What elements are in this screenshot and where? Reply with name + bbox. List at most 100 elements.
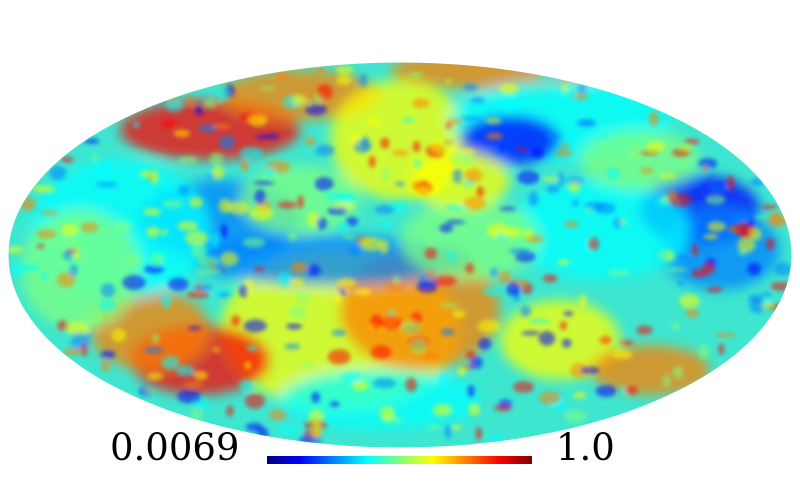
map-speckle xyxy=(218,135,236,150)
map-speckle xyxy=(731,225,753,232)
map-speckle xyxy=(337,278,357,290)
map-speckle xyxy=(774,262,792,276)
map-speckle xyxy=(668,189,676,201)
map-speckle xyxy=(60,223,79,236)
map-region xyxy=(400,200,540,280)
map-speckle xyxy=(315,67,325,75)
map-speckle xyxy=(738,249,747,256)
map-speckle xyxy=(422,237,441,243)
map-speckle xyxy=(269,409,287,421)
map-speckle xyxy=(594,202,616,215)
map-region xyxy=(280,370,480,430)
small-scale-structure xyxy=(8,65,792,445)
map-speckle xyxy=(276,425,301,434)
map-speckle xyxy=(62,250,75,261)
map-speckle xyxy=(497,271,512,284)
map-speckle xyxy=(184,381,203,389)
map-speckle xyxy=(220,251,239,266)
map-speckle xyxy=(336,74,353,86)
map-speckle xyxy=(305,103,327,116)
map-speckle xyxy=(143,388,154,393)
map-speckle xyxy=(521,331,540,336)
map-speckle xyxy=(196,268,219,276)
map-speckle xyxy=(697,343,710,360)
map-speckle xyxy=(485,117,502,124)
map-speckle xyxy=(470,97,485,104)
map-speckle xyxy=(394,181,406,187)
map-speckle xyxy=(670,323,681,330)
map-speckle xyxy=(445,118,462,125)
map-speckle xyxy=(408,72,424,78)
map-speckle xyxy=(80,222,99,233)
map-speckle xyxy=(161,355,180,370)
map-speckle xyxy=(348,245,361,257)
map-speckle xyxy=(335,293,342,305)
map-speckle xyxy=(265,167,276,177)
map-speckle xyxy=(400,321,422,334)
map-speckle xyxy=(567,181,581,193)
map-speckle xyxy=(381,168,390,182)
map-speckle xyxy=(579,293,587,309)
map-speckle xyxy=(147,372,164,381)
map-speckle xyxy=(57,320,69,331)
map-speckle xyxy=(452,424,461,431)
map-speckle xyxy=(177,389,202,404)
map-speckle xyxy=(602,334,609,346)
map-speckle xyxy=(702,261,716,275)
map-speckle xyxy=(218,291,231,298)
map-speckle xyxy=(314,177,334,191)
map-speckle xyxy=(304,137,316,146)
map-speckle xyxy=(175,365,195,377)
map-speckle xyxy=(705,194,726,205)
map-speckle xyxy=(49,241,59,247)
map-speckle xyxy=(189,408,203,421)
map-speckle xyxy=(187,290,210,299)
map-speckle xyxy=(372,378,397,389)
map-speckle xyxy=(427,268,434,281)
map-speckle xyxy=(341,372,362,383)
map-speckle xyxy=(570,362,589,379)
map-speckle xyxy=(726,175,735,191)
map-speckle xyxy=(243,319,267,333)
map-speckle xyxy=(572,199,579,208)
map-speckle xyxy=(277,201,297,209)
map-speckle xyxy=(40,210,59,215)
map-speckle xyxy=(203,97,218,109)
map-speckle xyxy=(226,405,234,417)
map-speckle xyxy=(143,208,162,216)
map-speckle xyxy=(538,331,556,346)
map-speckle xyxy=(545,132,560,141)
map-speckle xyxy=(244,392,265,409)
map-speckle xyxy=(580,366,600,374)
map-speckle xyxy=(367,117,381,128)
map-region xyxy=(190,235,470,285)
map-speckle xyxy=(345,216,359,227)
map-speckle xyxy=(277,271,292,287)
map-speckle xyxy=(253,180,275,185)
map-speckle xyxy=(452,310,466,319)
map-speckle xyxy=(248,114,268,127)
map-speckle xyxy=(239,379,254,392)
map-speckle xyxy=(405,377,418,392)
map-speckle xyxy=(69,333,93,340)
map-speckle xyxy=(624,386,639,395)
map-speckle xyxy=(57,272,76,288)
map-speckle xyxy=(327,349,351,365)
map-speckle xyxy=(84,138,100,144)
map-speckle xyxy=(316,217,328,230)
map-speckle xyxy=(211,166,225,180)
map-speckle xyxy=(173,129,190,138)
map-speckle xyxy=(461,148,476,154)
map-speckle xyxy=(416,280,439,293)
map-speckle xyxy=(517,170,540,185)
map-speckle xyxy=(662,374,671,387)
map-speckle xyxy=(63,347,84,356)
map-speckle xyxy=(83,310,103,325)
map-speckle xyxy=(463,196,486,211)
map-speckle xyxy=(253,266,265,272)
map-speckle xyxy=(122,275,146,290)
map-speckle xyxy=(698,158,718,169)
map-speckle xyxy=(412,141,421,153)
map-speckle xyxy=(327,207,348,215)
